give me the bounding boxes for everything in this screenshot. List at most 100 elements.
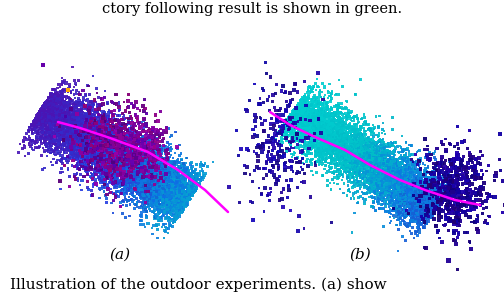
Point	[429, 211, 437, 215]
Point	[76, 137, 84, 142]
Point	[386, 173, 394, 178]
Point	[136, 169, 144, 174]
Point	[397, 167, 405, 172]
Point	[365, 122, 373, 127]
Point	[321, 139, 329, 144]
Point	[325, 128, 333, 133]
Point	[150, 202, 158, 207]
Point	[58, 98, 66, 103]
Point	[161, 175, 169, 179]
Point	[39, 145, 47, 150]
Point	[324, 149, 332, 154]
Point	[98, 162, 106, 167]
Point	[462, 167, 470, 172]
Point	[116, 145, 124, 149]
Point	[110, 142, 118, 146]
Point	[441, 206, 449, 211]
Point	[401, 201, 409, 206]
Point	[76, 133, 84, 138]
Point	[343, 131, 351, 136]
Point	[85, 153, 93, 158]
Point	[85, 118, 93, 123]
Point	[337, 169, 345, 174]
Point	[50, 113, 58, 118]
Point	[307, 142, 316, 147]
Point	[333, 138, 341, 142]
Point	[66, 114, 74, 119]
Point	[293, 113, 301, 118]
Point	[375, 139, 383, 144]
Point	[314, 123, 322, 128]
Point	[351, 175, 359, 180]
Point	[192, 188, 200, 193]
Point	[63, 133, 71, 138]
Point	[179, 175, 187, 180]
Point	[386, 199, 394, 204]
Point	[136, 179, 144, 184]
Point	[148, 184, 156, 189]
Point	[320, 95, 328, 100]
Point	[112, 100, 120, 105]
Point	[165, 126, 173, 131]
Point	[402, 194, 410, 199]
Point	[349, 148, 357, 152]
Point	[32, 145, 40, 149]
Point	[351, 138, 359, 143]
Point	[130, 178, 138, 183]
Point	[363, 184, 371, 189]
Point	[122, 190, 131, 195]
Point	[103, 157, 111, 162]
Point	[400, 194, 408, 199]
Point	[138, 167, 146, 172]
Point	[144, 187, 152, 191]
Point	[314, 106, 323, 111]
Point	[143, 182, 151, 186]
Point	[116, 151, 124, 156]
Point	[193, 179, 201, 184]
Point	[427, 199, 435, 204]
Point	[317, 151, 325, 156]
Point	[311, 134, 319, 138]
Point	[65, 115, 73, 119]
Point	[109, 160, 117, 165]
Point	[438, 180, 446, 185]
Point	[288, 110, 296, 115]
Point	[366, 176, 374, 181]
Point	[50, 103, 58, 108]
Point	[354, 173, 362, 178]
Point	[43, 109, 51, 114]
Point	[383, 152, 391, 157]
Point	[151, 212, 159, 217]
Point	[134, 172, 142, 177]
Point	[309, 111, 318, 116]
Point	[29, 138, 37, 142]
Point	[151, 159, 159, 164]
Point	[242, 107, 250, 112]
Point	[71, 78, 79, 82]
Point	[424, 209, 432, 214]
Point	[120, 160, 129, 165]
Point	[115, 103, 123, 108]
Point	[142, 167, 150, 171]
Point	[140, 168, 148, 173]
Point	[411, 175, 419, 180]
Point	[137, 177, 145, 182]
Point	[97, 142, 105, 147]
Point	[426, 201, 434, 206]
Point	[390, 166, 398, 170]
Point	[89, 150, 97, 154]
Point	[367, 154, 375, 159]
Point	[396, 184, 404, 189]
Point	[162, 174, 170, 179]
Point	[286, 131, 294, 136]
Point	[181, 199, 189, 204]
Point	[111, 129, 119, 134]
Point	[44, 126, 52, 131]
Point	[102, 134, 110, 139]
Point	[349, 154, 357, 159]
Point	[134, 161, 142, 166]
Point	[407, 190, 415, 194]
Point	[163, 126, 171, 131]
Point	[329, 117, 337, 122]
Point	[331, 128, 339, 132]
